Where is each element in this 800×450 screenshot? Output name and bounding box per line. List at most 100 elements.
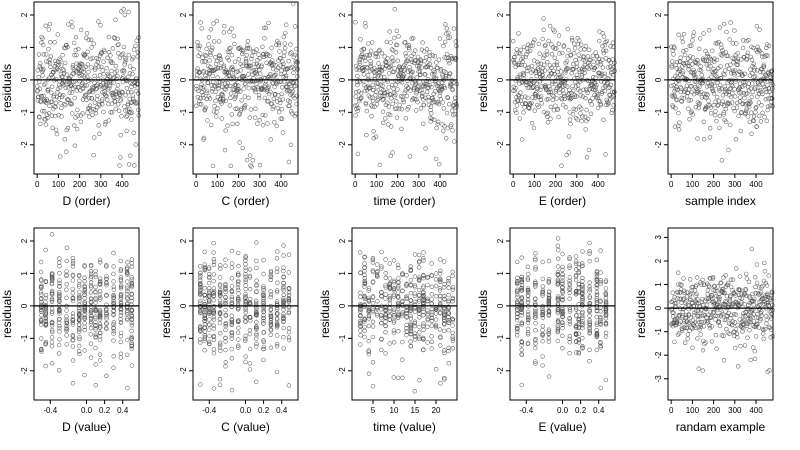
scatter-point	[587, 359, 592, 364]
scatter-point	[70, 298, 76, 304]
scatter-point	[748, 67, 753, 72]
scatter-point	[587, 313, 592, 318]
scatter-point	[286, 286, 292, 291]
scatter-point	[448, 124, 453, 129]
scatter-point	[99, 101, 105, 107]
scatter-point	[669, 93, 675, 98]
scatter-point	[43, 292, 49, 298]
scatter-point	[38, 322, 44, 327]
scatter-point	[135, 50, 141, 55]
scatter-point	[743, 108, 749, 114]
scatter-point	[420, 40, 425, 45]
scatter-point	[129, 295, 134, 301]
scatter-point	[198, 283, 203, 288]
scatter-point	[438, 381, 443, 386]
scatter-point	[217, 382, 223, 388]
scatter-point	[724, 63, 730, 68]
scatter-point	[49, 361, 55, 366]
scatter-point	[212, 39, 217, 44]
scatter-point	[739, 291, 744, 297]
scatter-point	[540, 354, 545, 359]
scatter-point	[763, 313, 769, 319]
scatter-point	[108, 80, 114, 85]
scatter-point	[732, 108, 737, 114]
scatter-point	[425, 316, 430, 322]
scatter-point	[730, 83, 735, 89]
scatter-point	[762, 54, 767, 59]
scatter-point	[679, 328, 685, 333]
scatter-point	[383, 292, 388, 297]
scatter-point	[371, 136, 376, 141]
scatter-point	[202, 266, 208, 271]
scatter-point	[257, 117, 262, 123]
scatter-point	[88, 280, 94, 285]
scatter-point	[599, 71, 604, 76]
scatter-point	[75, 107, 80, 113]
scatter-point	[423, 95, 428, 101]
scatter-point	[104, 316, 109, 321]
scatter-point	[525, 264, 531, 269]
scatter-point	[416, 297, 422, 302]
scatter-point	[609, 95, 614, 100]
scatter-point	[586, 47, 592, 52]
scatter-point	[541, 16, 546, 21]
scatter-point	[519, 322, 524, 327]
scatter-point	[218, 275, 223, 280]
scatter-point	[408, 324, 413, 329]
scatter-point	[207, 286, 212, 291]
scatter-point	[53, 104, 58, 110]
scatter-point	[62, 137, 68, 142]
x-tick-label: 15	[411, 406, 420, 415]
scatter-point	[114, 68, 120, 74]
scatter-point	[762, 76, 768, 82]
scatter-point	[400, 298, 405, 303]
scatter-point	[217, 311, 223, 316]
scatter-point	[104, 321, 109, 326]
scatter-point	[64, 273, 69, 279]
scatter-point	[119, 89, 124, 95]
scatter-point	[38, 296, 44, 301]
scatter-point	[118, 293, 124, 298]
scatter-point	[104, 65, 110, 71]
x-tick-label: 400	[591, 180, 605, 189]
scatter-point	[227, 49, 232, 55]
scatter-point	[560, 307, 565, 312]
scatter-point	[366, 338, 371, 344]
scatter-point	[220, 98, 226, 104]
scatter-point	[404, 296, 409, 301]
scatter-point	[127, 109, 132, 115]
scatter-point	[222, 23, 227, 29]
scatter-point	[694, 61, 699, 66]
scatter-point	[548, 116, 553, 121]
y-tick-label: -1	[654, 108, 663, 116]
scatter-point	[756, 100, 761, 105]
x-tick-label: 300	[728, 180, 742, 189]
scatter-point	[133, 142, 139, 147]
scatter-point	[752, 296, 757, 301]
scatter-point	[430, 53, 435, 58]
scatter-point	[93, 268, 98, 274]
scatter-point	[129, 334, 134, 339]
scatter-point	[131, 130, 136, 136]
scatter-point	[237, 76, 242, 82]
scatter-point	[402, 66, 408, 72]
scatter-point	[228, 91, 234, 96]
scatter-point	[364, 132, 369, 138]
scatter-point	[533, 309, 538, 314]
scatter-point	[370, 95, 375, 100]
scatter-point	[369, 114, 374, 119]
scatter-point	[567, 321, 573, 327]
scatter-point	[450, 330, 455, 336]
scatter-point	[268, 71, 273, 77]
scatter-point	[91, 153, 96, 158]
scatter-point	[49, 299, 55, 304]
scatter-point	[124, 266, 130, 272]
scatter-point	[129, 291, 135, 296]
scatter-point	[64, 308, 69, 313]
scatter-point	[206, 42, 211, 47]
scatter-point	[211, 337, 217, 343]
scatter-point	[727, 302, 732, 307]
scatter-point	[437, 286, 443, 291]
scatter-point	[403, 40, 408, 45]
scatter-point	[408, 323, 413, 328]
